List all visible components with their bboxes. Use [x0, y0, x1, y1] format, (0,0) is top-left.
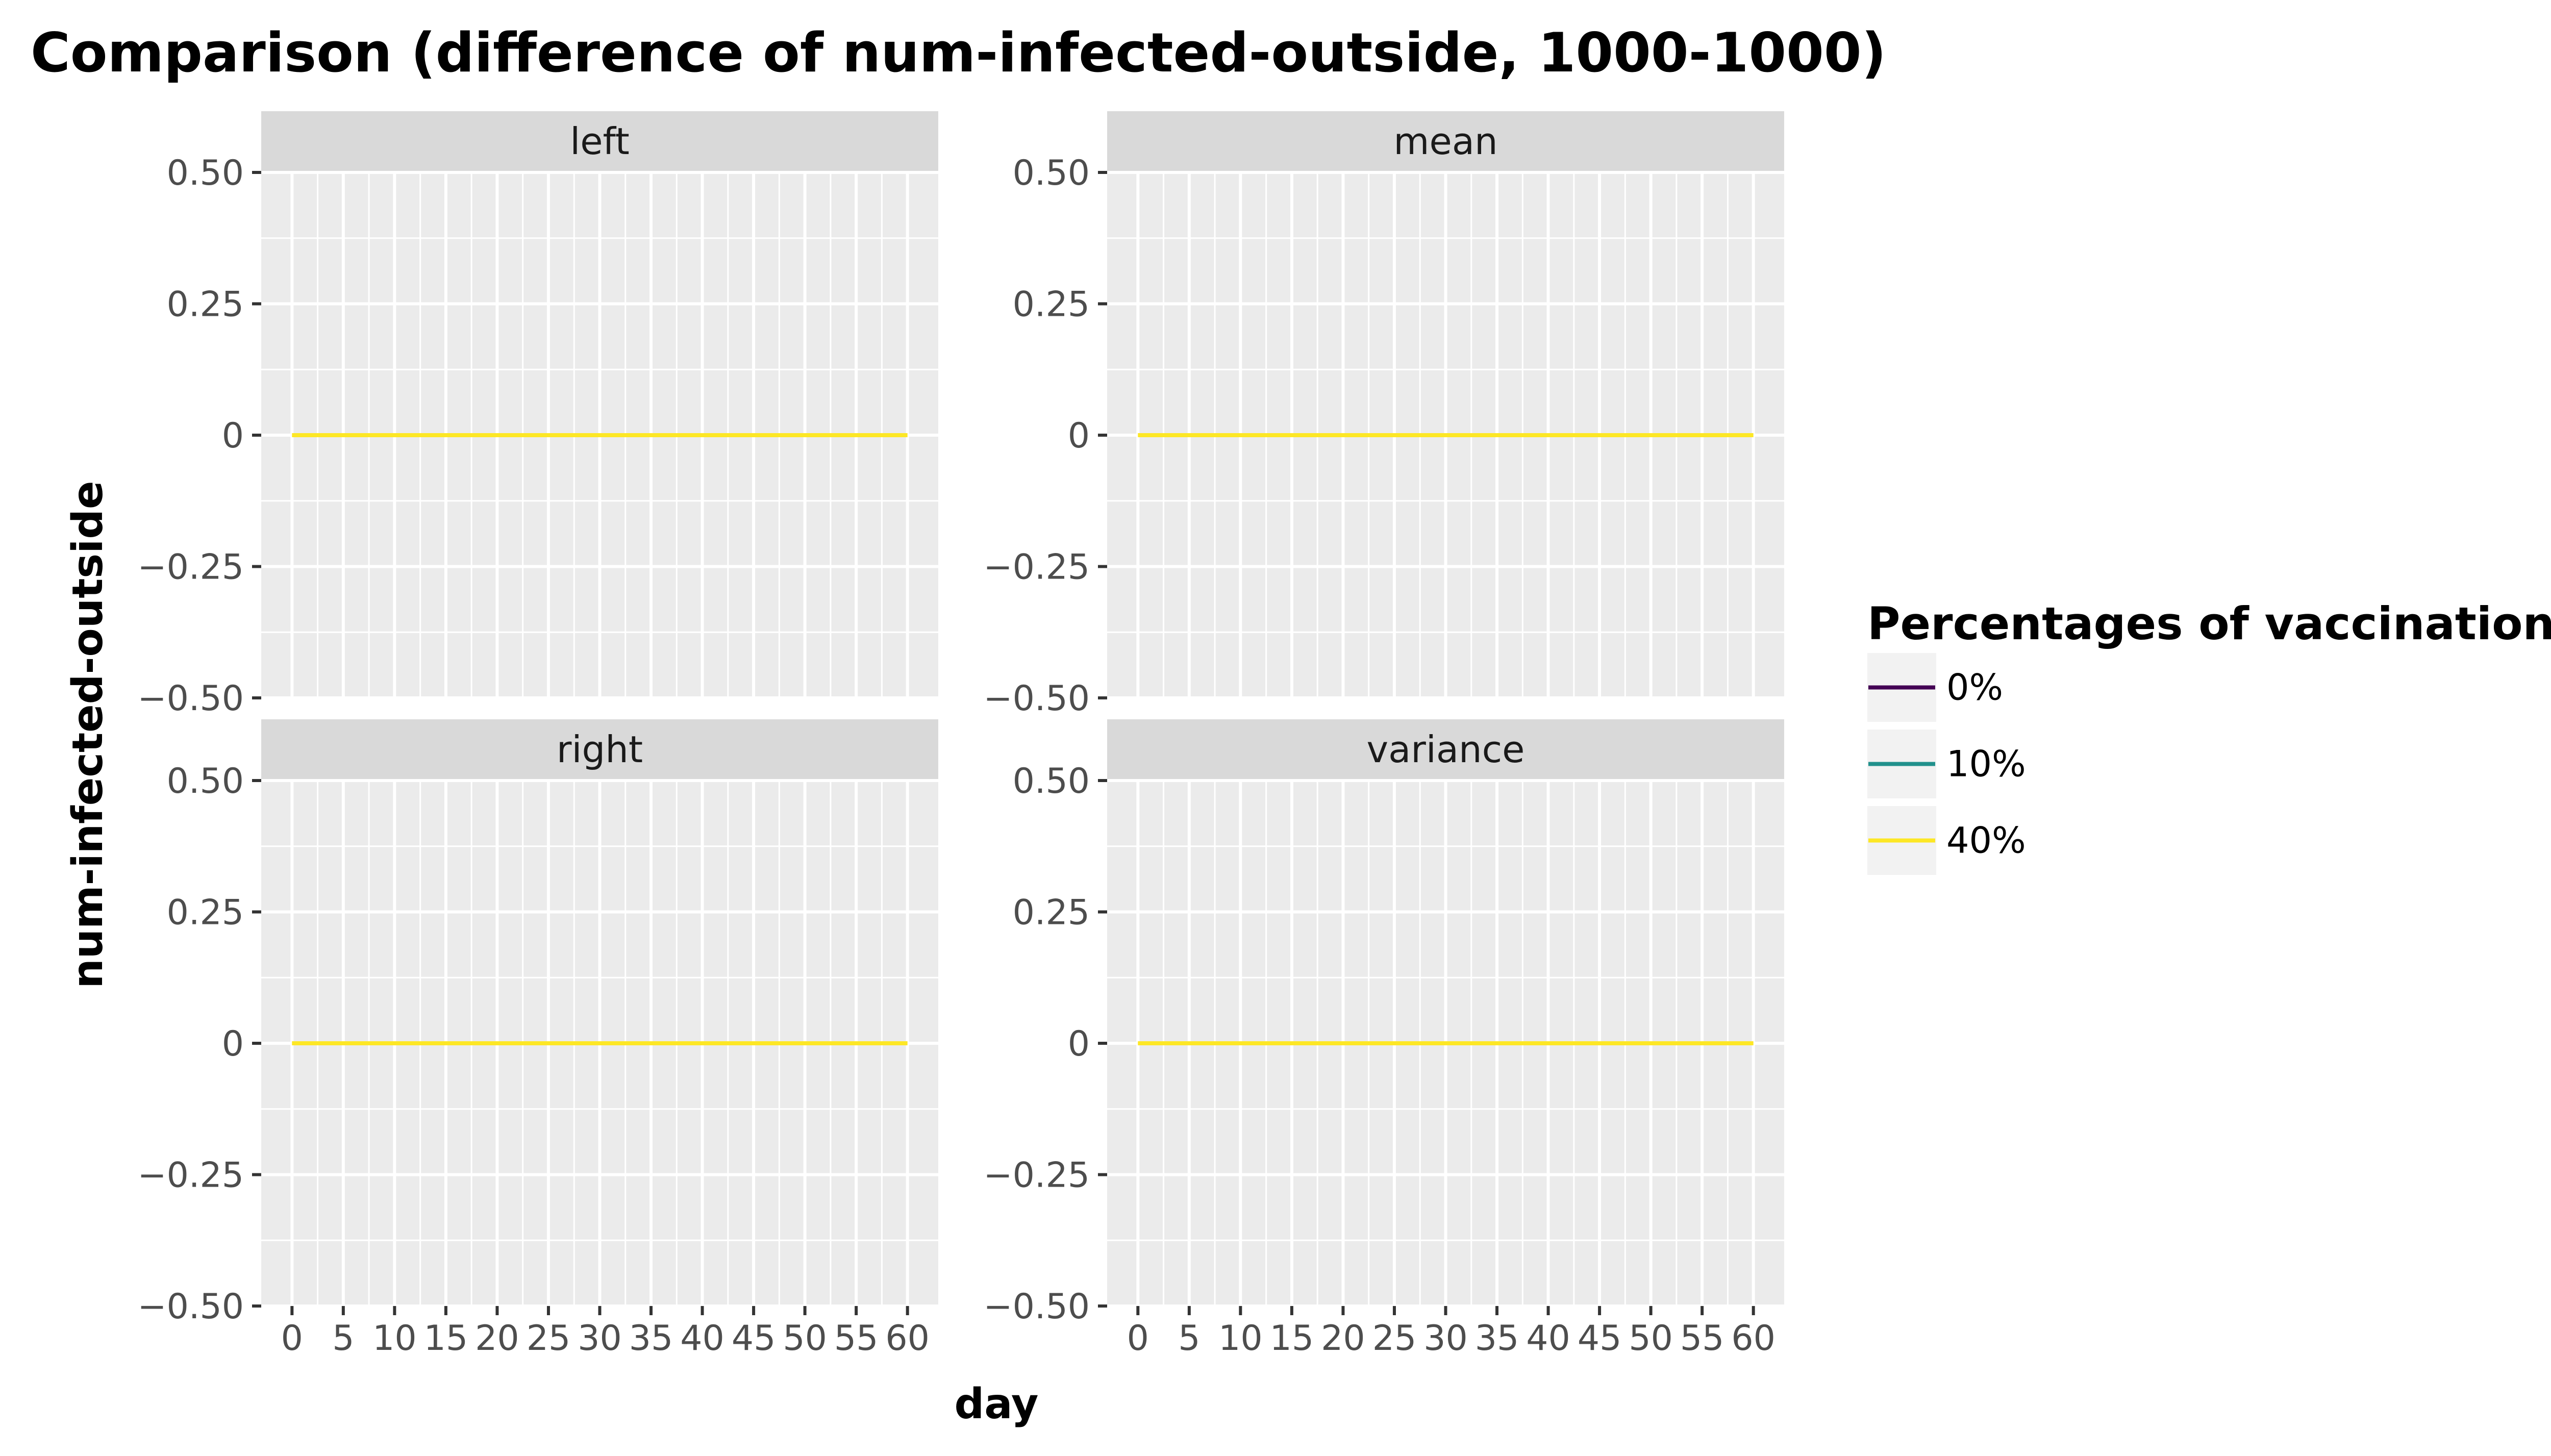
x-tick-label: 15 — [1270, 1318, 1314, 1359]
x-tick-label: 45 — [732, 1318, 776, 1359]
strip-label: mean — [1393, 120, 1497, 163]
y-tick-label: 0.25 — [167, 893, 244, 933]
strip-background — [261, 719, 938, 781]
x-tick-label: 50 — [1629, 1318, 1673, 1359]
x-tick-label: 5 — [332, 1318, 354, 1359]
x-tick-label: 35 — [1475, 1318, 1519, 1359]
panel-mean: mean 0.50 0.25 0 −0.25 −0.50 — [984, 111, 1784, 719]
x-tick-label: 25 — [527, 1318, 571, 1359]
y-tick-label: 0.50 — [1013, 153, 1090, 193]
y-tick-label: −0.25 — [984, 547, 1090, 588]
legend: Percentages of vaccination 0% 10% 40% — [1867, 597, 2551, 875]
y-tick-label: 0.25 — [167, 285, 244, 325]
strip-background — [1107, 719, 1784, 781]
y-tick-label: 0 — [1068, 1024, 1090, 1064]
chart-title: Comparison (difference of num-infected-o… — [31, 21, 1886, 84]
strip-background — [261, 111, 938, 172]
x-tick-label: 50 — [783, 1318, 827, 1359]
x-tick-label: 15 — [424, 1318, 468, 1359]
legend-label: 0% — [1946, 667, 2003, 709]
legend-keys: 0% 10% 40% — [1867, 653, 2026, 875]
y-tick-label: −0.50 — [138, 1287, 244, 1327]
x-tick-label: 40 — [680, 1318, 724, 1359]
x-tick-label: 55 — [1680, 1318, 1724, 1359]
legend-item-10%: 10% — [1867, 730, 2026, 798]
x-tick-label: 55 — [834, 1318, 879, 1359]
y-tick-label: 0 — [222, 1024, 244, 1064]
x-tick-label: 40 — [1526, 1318, 1570, 1359]
y-tick-label: 0.50 — [1013, 761, 1090, 801]
legend-label: 40% — [1946, 820, 2026, 862]
x-tick-label: 30 — [1423, 1318, 1468, 1359]
y-tick-label: 0 — [1068, 416, 1090, 456]
x-tick-label: 5 — [1178, 1318, 1200, 1359]
strip-label: left — [570, 120, 630, 163]
x-tick-label: 60 — [1731, 1318, 1775, 1359]
x-tick-label: 10 — [1218, 1318, 1263, 1359]
strip-label: variance — [1367, 728, 1525, 771]
legend-item-40%: 40% — [1867, 806, 2026, 875]
y-tick-label: 0.50 — [167, 153, 244, 193]
x-tick-label: 10 — [372, 1318, 417, 1359]
y-tick-label: 0 — [222, 416, 244, 456]
legend-label: 10% — [1946, 743, 2026, 785]
y-tick-label: 0.25 — [1013, 893, 1090, 933]
y-tick-label: −0.25 — [138, 1156, 244, 1196]
strip-label: right — [557, 728, 643, 771]
y-tick-label: −0.50 — [138, 679, 244, 719]
y-axis-title: num-infected-outside — [64, 481, 112, 988]
panel-left: left 0.50 0.25 0 −0.25 −0.50 — [138, 111, 938, 719]
x-tick-label: 30 — [578, 1318, 622, 1359]
x-tick-label: 60 — [885, 1318, 930, 1359]
legend-title: Percentages of vaccination — [1867, 597, 2551, 650]
y-tick-label: −0.50 — [984, 679, 1090, 719]
x-tick-label: 25 — [1372, 1318, 1417, 1359]
y-tick-label: −0.25 — [984, 1156, 1090, 1196]
x-tick-label: 45 — [1578, 1318, 1622, 1359]
y-tick-label: 0.50 — [167, 761, 244, 801]
y-tick-label: −0.25 — [138, 547, 244, 588]
strip-background — [1107, 111, 1784, 172]
y-tick-label: 0.25 — [1013, 285, 1090, 325]
x-tick-label: 20 — [475, 1318, 519, 1359]
legend-item-0%: 0% — [1867, 653, 2003, 722]
x-tick-label: 0 — [1127, 1318, 1149, 1359]
x-tick-label: 20 — [1321, 1318, 1365, 1359]
y-tick-label: −0.50 — [984, 1287, 1090, 1327]
facet-panels: left 0.50 0.25 0 −0.25 −0.50 mean 0.50 0.25 0 −0.2… — [138, 111, 1784, 1359]
x-tick-label: 0 — [281, 1318, 303, 1359]
x-tick-label: 35 — [629, 1318, 673, 1359]
x-axis-title: day — [955, 1380, 1039, 1428]
